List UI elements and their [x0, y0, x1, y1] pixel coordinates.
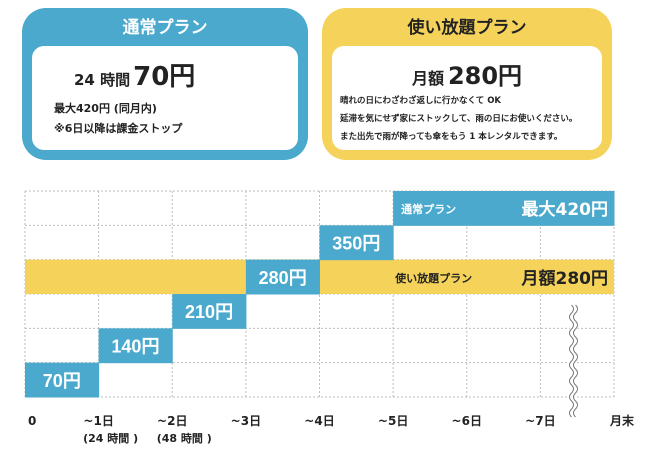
x-tick-label: ~4日 [304, 414, 334, 428]
normal-plan-step [466, 191, 541, 226]
normal-plan-step [25, 362, 100, 398]
normal-plan-step [98, 328, 173, 364]
normal-plan-step [245, 259, 320, 295]
unlimited-plan-card: 使い放題プラン 月額 280円 晴れの日にわざわざ返しに行かなくて OK 延滞を気… [322, 8, 612, 160]
x-tick-sublabel: (24 時間 ) [83, 431, 138, 445]
normal-plan-title: 通常プラン [122, 18, 208, 38]
step-label: 350円 [332, 234, 380, 254]
axis-break-icon [569, 304, 575, 418]
price-value: 70円 [133, 62, 196, 92]
x-tick-label: ~7日 [525, 414, 555, 428]
x-tick-label: ~1日 [83, 414, 113, 428]
price-prefix: 24 時間 [74, 71, 131, 89]
normal-plan-note: 最大420円 (同月内) [54, 102, 157, 115]
normal-plan-legend: 通常プラン [401, 202, 456, 216]
normal-plan-max-label: 最大420円 [522, 199, 609, 220]
price-prefix: 月額 [411, 69, 444, 88]
x-tick-label: ~3日 [231, 414, 261, 428]
normal-plan-step [319, 225, 394, 261]
step-label: 70円 [43, 371, 81, 391]
x-tick-label: ~2日 [157, 414, 187, 428]
x-tick-label: ~6日 [452, 414, 482, 428]
unlimited-plan-body: 月額 280円 晴れの日にわざわざ返しに行かなくて OK 延滞を気にせず家にストッ… [332, 46, 602, 150]
x-tick-label: 0 [28, 414, 36, 428]
unlimited-plan-price: 月額 280円 [332, 56, 602, 91]
price-value: 280円 [447, 62, 523, 90]
x-tick-sublabel: (48 時間 ) [157, 431, 212, 445]
x-tick-label: 月末 [609, 413, 635, 428]
unlimited-plan-legend: 使い放題プラン [394, 271, 472, 285]
axis-break-icon [573, 304, 579, 418]
unlimited-plan-note: また出先で雨が降っても傘をもう 1 本レンタルできます。 [340, 132, 563, 142]
step-label: 210円 [185, 302, 233, 322]
unlimited-plan-note: 晴れの日にわざわざ返しに行かなくて OK [340, 96, 502, 106]
normal-plan-note: ※6日以降は課金ストップ [54, 122, 183, 135]
unlimited-plan-label: 月額280円 [521, 268, 609, 289]
unlimited-plan-note: 延滞を気にせず家にストックして、雨の日にお使いください。 [340, 114, 578, 124]
normal-plan-body: 24 時間 70円 最大420円 (同月内) ※6日以降は課金ストップ [32, 46, 298, 150]
normal-plan-price: 24 時間 70円 [74, 56, 195, 93]
step-label: 140円 [111, 337, 159, 357]
axis-break-mask [568, 302, 579, 420]
unlimited-plan-title: 使い放題プラン [407, 18, 527, 38]
normal-plan-step [540, 191, 615, 226]
normal-plan-step [393, 191, 468, 226]
step-label: 280円 [259, 268, 307, 288]
normal-plan-step [172, 294, 247, 329]
x-tick-label: ~5日 [378, 414, 408, 428]
normal-plan-card: 通常プラン 24 時間 70円 最大420円 (同月内) ※6日以降は課金ストップ [22, 8, 308, 160]
